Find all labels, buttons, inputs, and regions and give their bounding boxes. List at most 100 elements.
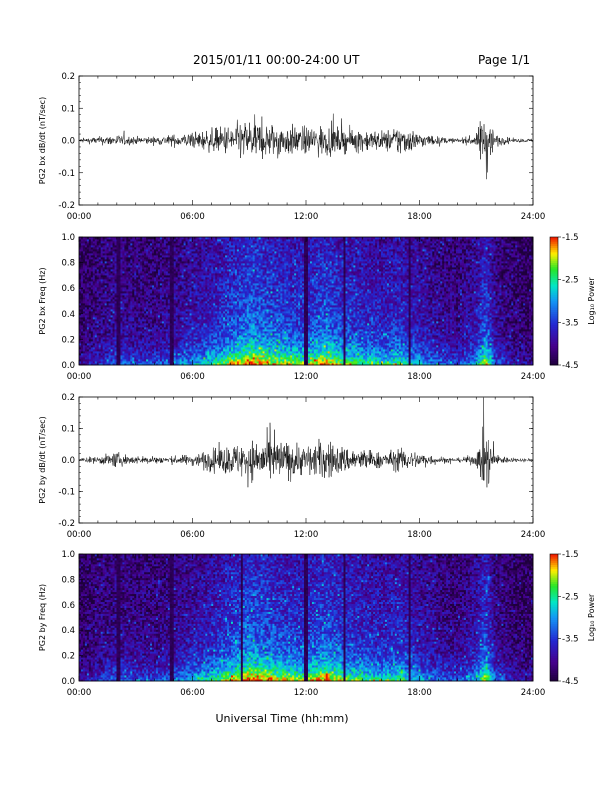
spectrogram-cell (126, 265, 129, 268)
spectrogram-cell (130, 351, 133, 354)
spectrogram-cell (88, 355, 92, 358)
spectrogram-cell (126, 283, 129, 286)
spectrogram-cell (90, 279, 94, 282)
spectrogram-cell (130, 297, 133, 300)
spectrogram-cell (90, 321, 94, 324)
spectrogram-cell (108, 337, 111, 340)
spectrogram-cell (88, 351, 92, 354)
spectrogram-cell (124, 327, 127, 330)
spectrogram-cell (92, 357, 96, 360)
spectrogram-cell (142, 237, 145, 240)
spectrogram-cell (82, 333, 86, 336)
spectrogram-cell (138, 305, 141, 308)
spectrogram-cell (102, 277, 106, 280)
spectrogram-cell (108, 273, 111, 276)
spectrogram-cell (108, 363, 111, 366)
spectrogram-cell (134, 317, 137, 320)
spectrogram-cell (118, 355, 121, 358)
spectrogram-cell (108, 251, 111, 254)
spectrogram-cell (106, 323, 109, 326)
spectrogram-cell (82, 255, 86, 258)
spectrogram-cell (96, 255, 100, 258)
spectrogram-cell (126, 289, 129, 292)
spectrogram-cell (124, 307, 127, 310)
spectrogram-cell (118, 303, 121, 306)
spectrogram-cell (142, 269, 145, 272)
spectrogram-cell (126, 245, 129, 248)
spectrogram-cell (90, 355, 94, 358)
spectrogram-cell (112, 237, 115, 240)
spectrogram-cell (132, 247, 135, 250)
spectrogram-cell (94, 275, 98, 278)
spectrogram-cell (98, 253, 102, 256)
spectrogram-cell (94, 287, 98, 290)
spectrogram-cell (100, 277, 104, 280)
spectrogram-cell (88, 279, 92, 282)
spectrogram-cell (134, 353, 137, 356)
spectrogram-cell (98, 291, 102, 294)
spectrogram-cell (106, 271, 109, 274)
spectrogram-cell (106, 353, 109, 356)
spectrogram-cell (116, 237, 119, 240)
spectrogram-cell (88, 343, 92, 346)
spectrogram-cell (132, 305, 135, 308)
spectrogram-cell (134, 351, 137, 354)
spectrogram-cell (116, 355, 119, 358)
spectrogram-cell (138, 283, 141, 286)
spectrogram-cell (142, 309, 145, 312)
spectrogram-cell (112, 355, 115, 358)
spectrogram-cell (96, 331, 100, 334)
spectrogram-cell (92, 329, 96, 332)
spectrogram-cell (82, 285, 86, 288)
spectrogram-cell (94, 321, 98, 324)
spectrogram-cell (132, 271, 135, 274)
spectrogram-cell (138, 303, 141, 306)
spectrogram-cell (120, 293, 123, 296)
spectrogram-cell (79, 283, 82, 286)
spectrogram-cell (79, 335, 82, 338)
spectrogram-cell (136, 351, 139, 354)
spectrogram-cell (126, 253, 129, 256)
spectrogram-cell (118, 301, 121, 304)
spectrogram-cell (80, 247, 84, 250)
spectrogram-cell (114, 291, 117, 294)
spectrogram-cell (98, 315, 102, 318)
spectrogram-cell (140, 271, 143, 274)
spectrogram-cell (122, 283, 125, 286)
spectrogram-cell (108, 343, 111, 346)
spectrogram-cell (94, 303, 98, 306)
spectrogram-cell (128, 317, 131, 320)
spectrogram-cell (98, 289, 102, 292)
spectrogram-cell (94, 317, 98, 320)
spectrogram-cell (98, 239, 102, 242)
spectrogram-cell (80, 329, 84, 332)
spectrogram-cell (84, 359, 88, 362)
spectrogram-cell (116, 305, 119, 308)
spectrogram-cell (130, 261, 133, 264)
spectrogram-cell (132, 259, 135, 262)
spectrogram-cell (84, 349, 88, 352)
spectrogram-cell (104, 267, 108, 270)
spectrogram-cell (94, 263, 98, 266)
spectrogram-cell (140, 345, 143, 348)
spectrogram-cell (128, 357, 131, 360)
spectrogram-cell (126, 259, 129, 262)
spectrogram-cell (138, 327, 141, 330)
spectrogram-cell (116, 301, 119, 304)
spectrogram-cell (110, 319, 113, 322)
spectrogram-cell (92, 351, 96, 354)
spectrogram-cell (79, 247, 82, 250)
spectrogram-cell (108, 293, 111, 296)
spectrogram-cell (79, 321, 82, 324)
spectrogram-cell (132, 345, 135, 348)
spectrogram-cell (104, 249, 108, 252)
spectrogram-cell (140, 359, 143, 362)
spectrogram-cell (118, 345, 121, 348)
spectrogram-cell (124, 317, 127, 320)
spectrogram-cell (128, 237, 131, 240)
spectrogram-cell (134, 315, 137, 318)
spectrogram-cell (112, 253, 115, 256)
spectrogram-cell (79, 305, 82, 308)
spectrogram-cell (134, 357, 137, 360)
spectrogram-cell (118, 331, 121, 334)
